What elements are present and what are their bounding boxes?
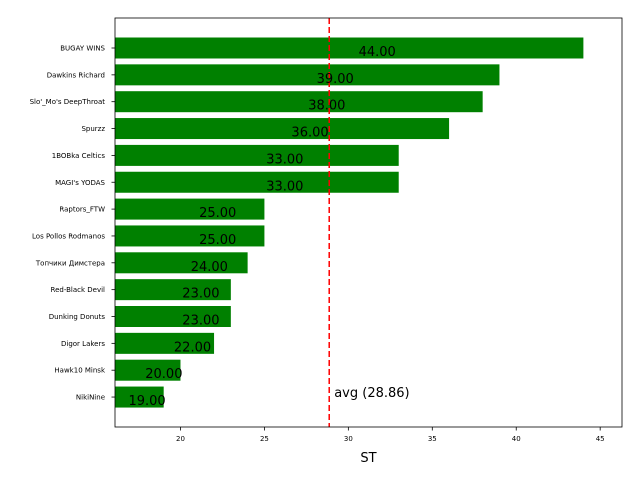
bar (115, 198, 265, 220)
y-tick-label: Hawk10 Minsk (54, 367, 106, 375)
average-label: avg (28.86) (334, 386, 409, 401)
bar (115, 359, 181, 381)
bar-value-label: 23.00 (182, 287, 219, 302)
y-tick-label: Slo'_Mo's DeepThroat (30, 98, 106, 106)
bar (115, 332, 215, 354)
y-tick-label: BUGAY WINS (60, 45, 105, 53)
x-axis-label: ST (360, 451, 376, 466)
x-tick-label: 40 (512, 435, 521, 443)
y-tick-label: Raptors_FTW (59, 206, 105, 214)
bar (115, 118, 450, 140)
bar (115, 279, 231, 301)
bar-value-label: 25.00 (199, 206, 236, 221)
x-tick-label: 30 (344, 435, 353, 443)
bar (115, 171, 399, 193)
y-tick-label: Red-Black Devil (51, 286, 106, 294)
bar (115, 91, 483, 113)
y-tick-label: NikiNine (76, 394, 105, 402)
bar (115, 252, 248, 274)
x-tick-label: 35 (428, 435, 437, 443)
bar (115, 37, 584, 59)
bar-value-label: 22.00 (174, 340, 211, 355)
bar (115, 144, 399, 166)
bar-value-label: 33.00 (266, 179, 303, 194)
bar (115, 64, 500, 86)
bar (115, 306, 231, 327)
bar-value-label: 38.00 (308, 99, 345, 114)
bar (115, 225, 265, 247)
bar (115, 386, 164, 408)
x-tick-label: 25 (260, 435, 269, 443)
bars-group (115, 37, 584, 408)
plot-frame (114, 17, 623, 428)
bar-value-label: 20.00 (145, 367, 182, 382)
y-tick-label: Dunking Donuts (49, 313, 106, 321)
x-axis-ticks: 20 25 30 35 40 45 (176, 427, 605, 443)
y-tick-label: Los Pollos Rodmanos (32, 232, 105, 240)
bar-value-label: 24.00 (191, 260, 228, 275)
y-tick-label: Топчики Димстера (35, 259, 105, 267)
bar-value-label: 19.00 (128, 394, 165, 409)
bar-value-label: 23.00 (182, 314, 219, 329)
x-tick-label: 20 (176, 435, 185, 443)
y-tick-label: Dawkins Richard (47, 71, 105, 79)
bar-value-label: 39.00 (317, 72, 354, 87)
y-tick-label: Digor Lakers (61, 340, 105, 348)
y-tick-label: 1BOBka Celtics (52, 152, 106, 160)
y-tick-label: Spurzz (81, 125, 105, 133)
bar-value-label: 36.00 (291, 126, 328, 141)
bar-value-label: 33.00 (266, 152, 303, 167)
value-labels-group: 44.00 39.00 38.00 36.00 33.00 33.00 25.00 25.00… (128, 45, 395, 409)
bar-value-label: 44.00 (359, 45, 396, 60)
bar-value-label: 25.00 (199, 233, 236, 248)
x-tick-label: 45 (596, 435, 605, 443)
y-axis-ticks: BUGAY WINS Dawkins Richard Slo'_Mo's DeepT… (30, 45, 115, 402)
y-tick-label: MAGI's YODAS (55, 179, 105, 187)
